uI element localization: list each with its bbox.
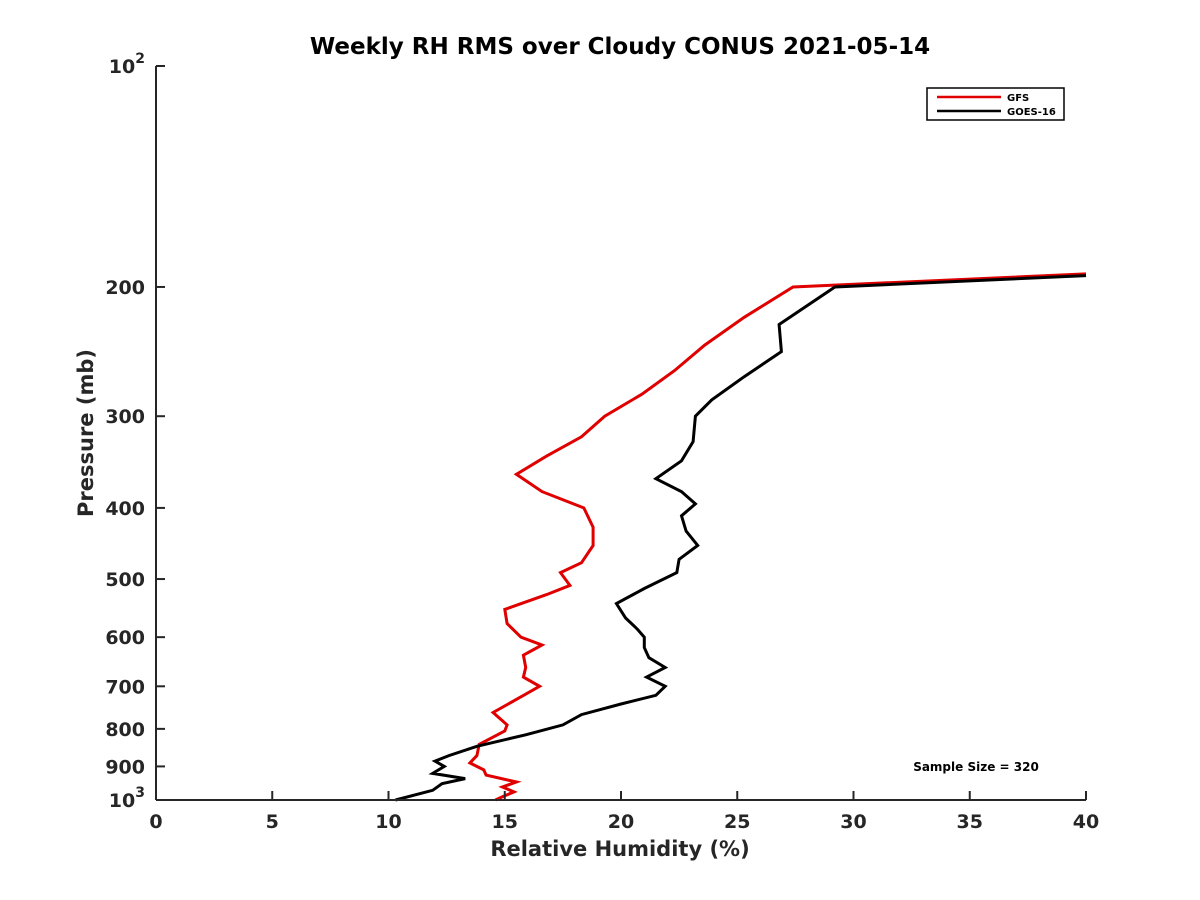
- x-tick-label: 5: [266, 811, 279, 833]
- legend-label-gfs: GFS: [1007, 93, 1029, 104]
- y-tick-label: 200: [105, 277, 145, 299]
- series-layer: [395, 272, 1087, 802]
- series-line-goes-16: [395, 274, 1087, 802]
- legend: GFS GOES-16: [926, 87, 1065, 121]
- x-tick-label: 40: [1073, 811, 1099, 833]
- x-tick-label: 0: [149, 811, 162, 833]
- y-tick-label: 600: [105, 627, 145, 649]
- legend-box: [926, 87, 1065, 121]
- x-tick-label: 30: [840, 811, 866, 833]
- y-tick-label: 800: [105, 719, 145, 741]
- y-tick-label: 700: [105, 676, 145, 698]
- x-tick-label: 15: [492, 811, 518, 833]
- x-tick-label: 20: [608, 811, 634, 833]
- series-line-gfs: [467, 272, 1087, 802]
- y-tick-label: 500: [105, 569, 145, 591]
- chart-title: Weekly RH RMS over Cloudy CONUS 2021-05-…: [310, 34, 930, 60]
- y-tick-label: 400: [105, 498, 145, 520]
- x-tick-label: 25: [724, 811, 750, 833]
- x-axis-label: Relative Humidity (%): [490, 837, 749, 861]
- legend-label-goes-16: GOES-16: [1007, 107, 1056, 118]
- sample-size-annotation: Sample Size = 320: [913, 760, 1039, 774]
- x-ticks: 0 5 10 15 20 25 30 35 40: [149, 791, 1099, 833]
- x-tick-label: 35: [957, 811, 983, 833]
- y-axis-label: Pressure (mb): [74, 349, 98, 517]
- y-tick-label: 300: [105, 406, 145, 428]
- y-tick-label: 900: [105, 756, 145, 778]
- x-tick-label: 10: [375, 811, 401, 833]
